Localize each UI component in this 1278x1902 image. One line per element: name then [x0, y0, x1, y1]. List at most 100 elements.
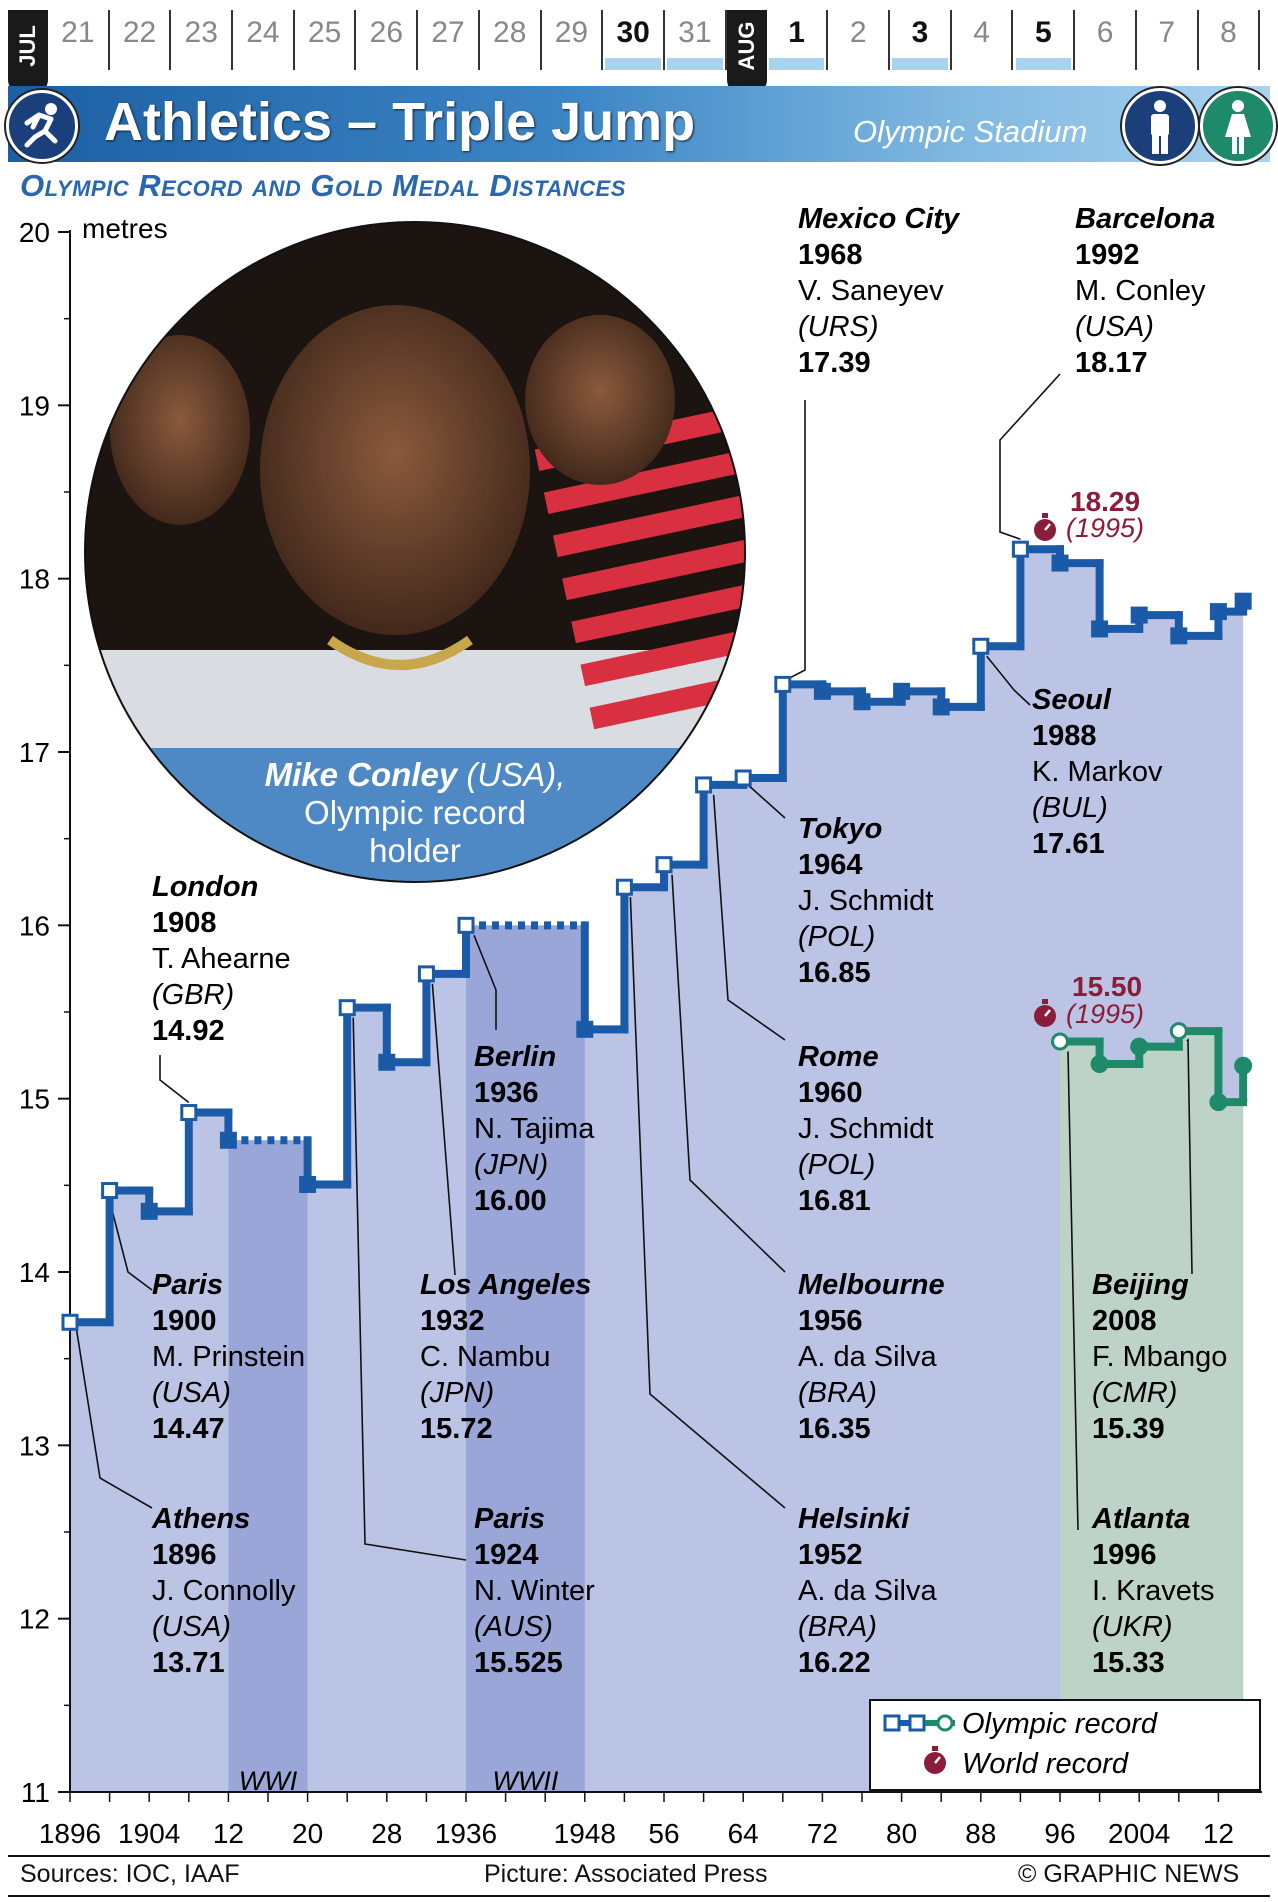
gold-medal-marker — [1209, 1093, 1228, 1112]
photo-border — [84, 221, 746, 883]
annotation-distance: 18.17 — [1075, 347, 1148, 379]
annotation-year: 1964 — [798, 849, 863, 881]
olympic-record-marker — [1169, 1022, 1188, 1041]
gold-medal-marker — [1051, 554, 1069, 572]
annotation-beijing-2008: Beijing 2008 F. Mbango (CMR) 15.39 — [1092, 1269, 1227, 1445]
annotation-distance: 15.525 — [474, 1647, 563, 1679]
war-band-wwi — [228, 1140, 308, 1792]
annotation-athens-1896: Athens 1896 J. Connolly (USA) 13.71 — [151, 1503, 296, 1679]
olympic-record-marker — [338, 999, 356, 1017]
annotation-athlete: V. Saneyev — [798, 275, 944, 307]
olympic-record-marker — [101, 1182, 119, 1200]
annotation-london-1908: London 1908 T. Ahearne (GBR) 14.92 — [152, 871, 291, 1047]
annotation-country: (BUL) — [1032, 792, 1108, 824]
annotation-year: 1896 — [152, 1539, 217, 1571]
gold-medal-marker — [1209, 603, 1227, 621]
annotation-distance: 13.71 — [152, 1647, 225, 1679]
annotation-year: 1936 — [474, 1077, 539, 1109]
olympic-record-marker — [1051, 1032, 1069, 1051]
annotation-seoul-1988: Seoul 1988 K. Markov (BUL) 17.61 — [1032, 684, 1163, 860]
annotation-country: (BRA) — [798, 1611, 877, 1643]
x-tick-label: 96 — [1044, 1818, 1075, 1849]
annotation-country: (USA) — [152, 1611, 231, 1643]
annotation-distance: 16.22 — [798, 1647, 871, 1679]
gold-medal-marker — [813, 682, 831, 700]
legend-box — [869, 1699, 1261, 1791]
x-tick-label: 1936 — [435, 1818, 497, 1849]
y-tick-label: 13 — [19, 1430, 50, 1461]
annotation-paris-1900: Paris 1900 M. Prinstein (USA) 14.47 — [152, 1269, 305, 1445]
venue-label: Olympic Stadium — [853, 114, 1088, 149]
event-day-marker — [605, 58, 661, 70]
gold-medal-marker — [1091, 620, 1109, 638]
gold-medal-marker — [378, 1053, 396, 1071]
gold-medal-marker — [576, 1020, 594, 1038]
month-label-jul: JUL — [8, 10, 48, 94]
y-axis-unit: metres — [82, 213, 168, 244]
annotation-athlete: J. Schmidt — [798, 1113, 933, 1145]
y-tick-label: 11 — [21, 1777, 50, 1808]
photo-caption-line3: holder — [369, 832, 461, 869]
world-record-value: 18.29 — [1070, 486, 1140, 517]
annotation-year: 1908 — [152, 907, 217, 939]
annotation-melbourne-1956: Melbourne 1956 A. da Silva (BRA) 16.35 — [798, 1269, 945, 1445]
gold-medal-marker — [932, 698, 950, 716]
olympic-record-marker — [615, 878, 633, 896]
annotation-country: (JPN) — [420, 1377, 494, 1409]
annotation-leader-line — [788, 400, 806, 680]
annotation-country: (URS) — [798, 311, 879, 343]
chart-legend: Olympic record World record — [869, 1699, 1261, 1791]
olympic-record-marker — [417, 965, 435, 983]
y-tick-label: 15 — [19, 1084, 50, 1115]
event-day-marker — [667, 58, 723, 70]
annotation-country: (POL) — [798, 921, 875, 953]
olympic-record-marker — [774, 675, 792, 693]
annotation-year: 1900 — [152, 1305, 217, 1337]
annotation-leader-line — [431, 983, 456, 1276]
annotation-distance: 16.85 — [798, 957, 871, 989]
calendar-day: 28 — [480, 10, 542, 70]
annotation-country: (BRA) — [798, 1377, 877, 1409]
title-banner: Athletics – Triple Jump Olympic Stadium — [6, 86, 1276, 164]
calendar-day: 21 — [48, 10, 110, 70]
annotation-leader-line — [748, 785, 786, 819]
woman-icon — [1225, 100, 1251, 154]
x-tick-label: 64 — [728, 1818, 759, 1849]
annotation-leader-line — [671, 874, 786, 1273]
calendar-day: 26 — [357, 10, 419, 70]
annotation-city: Los Angeles — [420, 1269, 591, 1301]
calendar-day: 6 — [1075, 10, 1137, 70]
annotation-distance: 16.35 — [798, 1413, 871, 1445]
x-tick-label: 2004 — [1108, 1818, 1170, 1849]
annotation-city: Helsinki — [798, 1503, 910, 1535]
annotation-leader-line — [108, 1200, 153, 1291]
world-record-value: 15.50 — [1072, 971, 1142, 1002]
gold-medal-marker — [1130, 1037, 1149, 1056]
x-tick-label: 80 — [886, 1818, 917, 1849]
annotation-leader-line — [712, 794, 786, 1041]
olympic-record-marker — [655, 856, 673, 874]
stopwatch-icon — [924, 1746, 946, 1774]
gold-medal-marker — [299, 1175, 317, 1193]
annotation-distance: 14.92 — [152, 1015, 225, 1047]
annotation-country: (AUS) — [474, 1611, 553, 1643]
annotation-city: Berlin — [474, 1041, 556, 1073]
x-tick-label: 12 — [213, 1818, 244, 1849]
annotation-year: 1988 — [1032, 720, 1097, 752]
annotation-city: Melbourne — [798, 1269, 945, 1301]
annotation-leader-line — [1067, 1051, 1079, 1531]
annotation-city: Atlanta — [1091, 1503, 1190, 1535]
annotation-helsinki-1952: Helsinki 1952 A. da Silva (BRA) 16.22 — [798, 1503, 937, 1679]
annotation-athlete: F. Mbango — [1092, 1341, 1227, 1373]
x-tick-label: 72 — [807, 1818, 838, 1849]
y-tick-label: 20 — [19, 217, 50, 248]
x-tick-label: 12 — [1203, 1818, 1234, 1849]
gold-medal-marker — [893, 682, 911, 700]
annotation-athlete: M. Conley — [1075, 275, 1206, 307]
annotation-country: (POL) — [798, 1149, 875, 1181]
annotation-year: 1996 — [1092, 1539, 1157, 1571]
x-tick-label: 88 — [965, 1818, 996, 1849]
event-day-marker — [892, 58, 948, 70]
